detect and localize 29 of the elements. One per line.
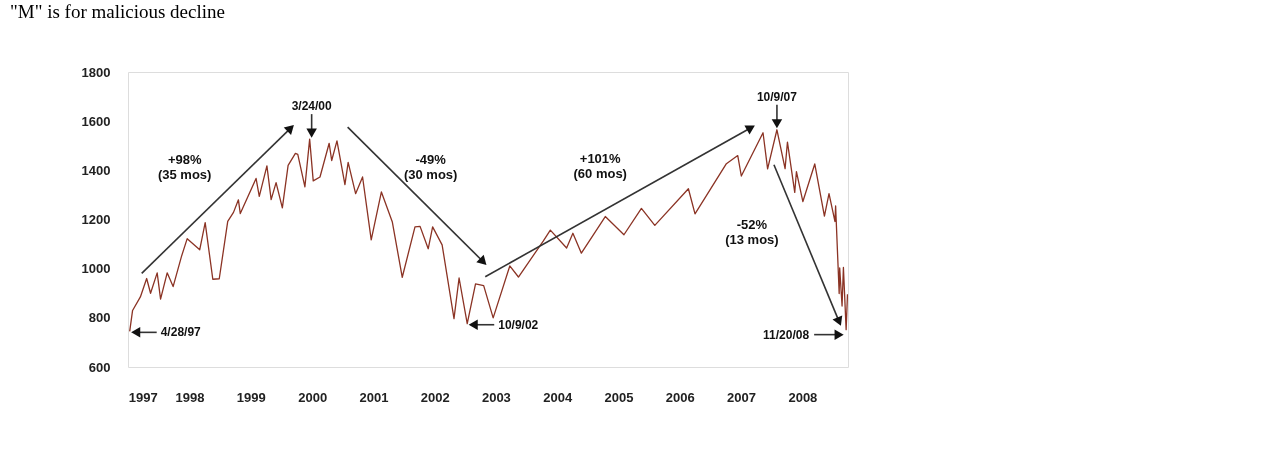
annotation: 3/24/00 <box>291 99 332 114</box>
annotation: 11/20/08 <box>763 327 810 342</box>
y-tick-label: 1800 <box>81 64 111 80</box>
y-tick-label: 1200 <box>81 212 111 227</box>
x-tick-label: 1998 <box>175 389 205 405</box>
annotation: 10/9/02 <box>498 317 539 332</box>
annotation: 10/9/07 <box>756 89 798 104</box>
x-tick-label: 1997 <box>128 389 158 405</box>
x-tick-label: 2004 <box>543 389 574 405</box>
x-tick-label: 2008 <box>788 389 818 405</box>
annotation: +98% (35 mos) <box>157 152 212 183</box>
annotation: -52% (13 mos) <box>725 216 779 247</box>
y-tick-label: 1400 <box>81 162 111 178</box>
x-tick-label: 2007 <box>727 389 756 405</box>
x-tick-label: 2001 <box>359 389 389 405</box>
chart-title: "M" is for malicious decline <box>10 1 225 22</box>
annotation: +101% (60 mos) <box>573 150 627 181</box>
x-tick-label: 2006 <box>665 389 695 405</box>
annotation: 4/28/97 <box>160 325 202 340</box>
y-tick-label: 1000 <box>81 261 111 277</box>
y-tick-label: 800 <box>88 310 111 326</box>
y-tick-label: 1600 <box>81 113 111 129</box>
x-tick-label: 2003 <box>481 389 511 405</box>
y-tick-label: 600 <box>88 359 111 375</box>
x-tick-label: 2005 <box>604 389 634 405</box>
x-tick-label: 1999 <box>236 389 266 405</box>
x-tick-label: 2002 <box>420 389 450 405</box>
annotation: -49% (30 mos) <box>403 152 458 183</box>
x-tick-label: 2000 <box>298 389 328 405</box>
